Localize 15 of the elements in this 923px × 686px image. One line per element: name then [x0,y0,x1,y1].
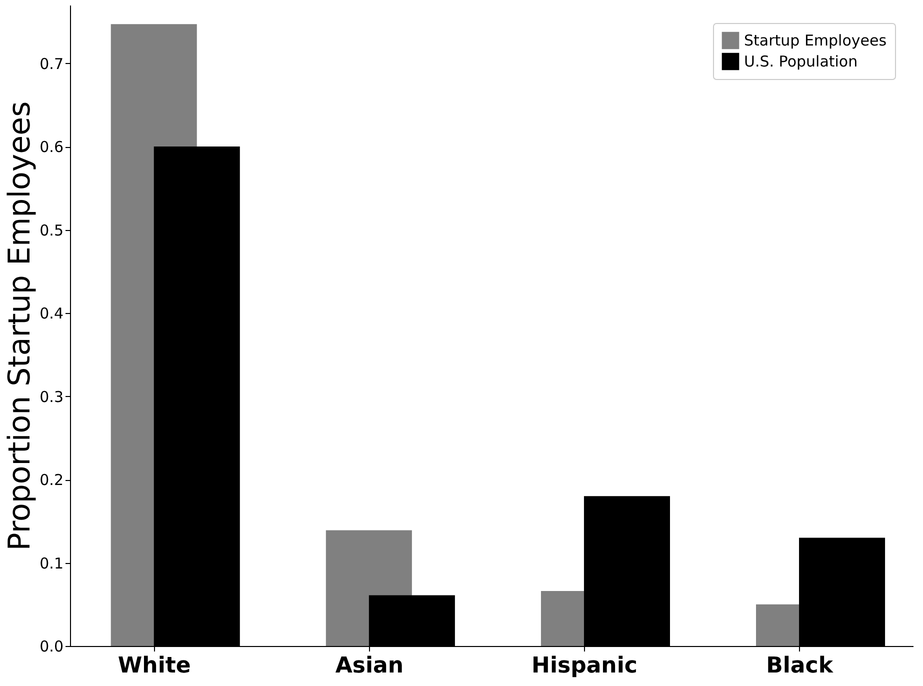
x-tick-label: White [118,654,191,678]
y-tick-label: 0.3 [40,388,64,406]
y-tick-label: 0.5 [40,221,64,240]
y-tick-label: 0.6 [40,138,64,156]
y-tick-label: 0.2 [40,471,64,490]
y-tick-label: 0.1 [40,554,64,572]
x-tick-label: Black [766,654,834,678]
legend-label: U.S. Population [744,52,858,70]
y-tick-label: 0.0 [40,638,64,656]
y-tick-label: 0.7 [40,54,64,73]
y-axis-title: Proportion Startup Employees [2,101,38,551]
y-tick-label: 0.4 [40,304,64,323]
x-tick-label: Hispanic [532,654,638,678]
legend-label: Startup Employees [744,32,887,50]
x-tick-label: Asian [335,654,404,678]
